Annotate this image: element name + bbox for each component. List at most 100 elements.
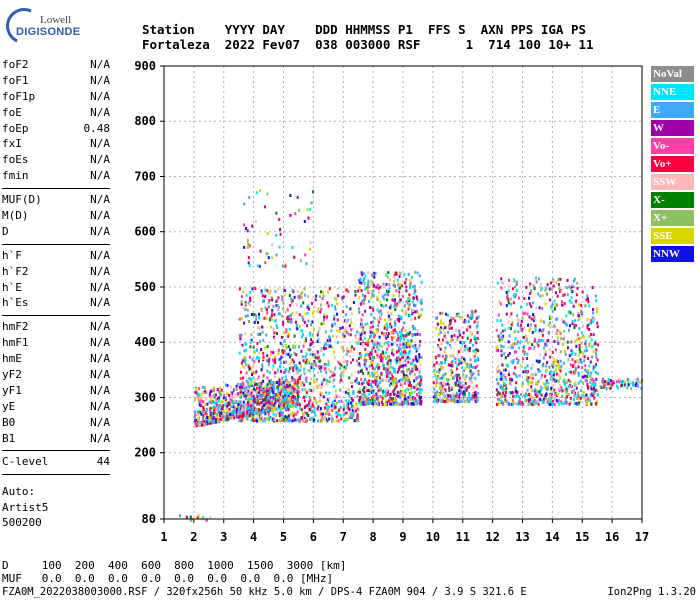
echo-point: [296, 397, 299, 401]
echo-point: [385, 388, 388, 392]
echo-point: [361, 293, 364, 297]
echo-point: [266, 387, 269, 391]
echo-point: [293, 255, 296, 259]
echo-point: [389, 322, 392, 326]
param-label: h`F: [2, 248, 22, 262]
param-label: C-level: [2, 455, 49, 469]
echo-point: [401, 353, 404, 357]
echo-point: [231, 396, 234, 400]
echo-point: [291, 390, 294, 394]
param-label: fmin: [2, 169, 29, 183]
echo-point: [343, 405, 346, 409]
x-tick-label: 7: [340, 530, 347, 544]
echo-point: [272, 396, 275, 400]
echo-point: [267, 256, 270, 260]
echo-point: [350, 397, 353, 400]
echo-point: [475, 324, 478, 328]
echo-point: [359, 403, 362, 406]
echo-point: [219, 414, 222, 418]
echo-point: [248, 377, 251, 380]
echo-point: [322, 353, 325, 357]
echo-point: [553, 378, 556, 382]
legend-item: X-: [651, 192, 694, 208]
echo-point: [510, 402, 513, 406]
echo-point: [497, 334, 500, 338]
echo-point: [399, 362, 402, 366]
echo-point: [248, 397, 251, 400]
echo-point: [399, 396, 402, 400]
echo-point: [403, 394, 406, 398]
param-row: foF1p N/A: [2, 90, 110, 106]
echo-point: [411, 308, 413, 312]
echo-point: [560, 337, 563, 340]
echo-point: [313, 396, 316, 400]
echo-point: [212, 412, 215, 415]
echo-point: [306, 311, 309, 315]
echo-point: [333, 373, 336, 377]
echo-point: [242, 383, 245, 387]
echo-point: [412, 396, 415, 400]
echo-point: [218, 406, 221, 410]
echo-point: [450, 373, 453, 377]
echo-point: [374, 271, 377, 275]
echo-point: [390, 306, 393, 310]
echo-point: [264, 346, 267, 350]
echo-point: [417, 391, 420, 395]
echo-point: [594, 294, 597, 298]
echo-point: [579, 360, 582, 364]
echo-point: [225, 414, 228, 418]
echo-point: [273, 350, 276, 354]
echo-point: [233, 416, 236, 420]
echo-point: [280, 389, 283, 393]
echo-point: [280, 369, 283, 373]
echo-point: [285, 368, 288, 372]
echo-point: [516, 402, 519, 406]
echo-point: [441, 400, 443, 404]
echo-point: [284, 400, 287, 404]
polarization-legend: NoVal NNE E W Vo- Vo+ SSW X- X+ SSE NNW: [651, 66, 694, 264]
echo-point: [285, 328, 288, 332]
echo-point: [353, 347, 356, 351]
echo-point: [215, 407, 218, 411]
echo-point: [307, 347, 310, 351]
echo-point: [283, 293, 286, 297]
echo-point: [552, 284, 555, 288]
echo-point: [366, 382, 369, 386]
echo-point: [463, 369, 466, 372]
echo-point: [344, 313, 347, 317]
echo-point: [295, 418, 298, 422]
echo-point: [587, 386, 590, 390]
echo-point: [245, 348, 248, 352]
echo-point: [558, 383, 561, 387]
echo-point: [520, 319, 523, 323]
echo-point: [293, 395, 296, 399]
echo-point: [595, 352, 598, 356]
echo-point: [557, 360, 559, 364]
echo-point: [586, 294, 589, 298]
echo-point: [604, 384, 607, 388]
echo-point: [261, 309, 263, 312]
echo-point: [389, 402, 392, 406]
echo-point: [312, 328, 315, 331]
echo-point: [548, 348, 551, 351]
echo-point: [513, 279, 516, 283]
echo-point: [206, 402, 209, 406]
echo-point: [250, 414, 253, 418]
param-row: foE N/A: [2, 106, 110, 122]
x-tick-label: 5: [280, 530, 287, 544]
echo-point: [519, 326, 522, 329]
echo-point: [246, 391, 248, 395]
echo-point: [399, 298, 402, 302]
param-value: N/A: [90, 336, 110, 350]
echo-point: [346, 347, 349, 350]
echo-point: [248, 319, 251, 323]
echo-point: [295, 353, 298, 357]
echo-point: [370, 360, 372, 364]
echo-point: [264, 392, 267, 396]
echo-point: [256, 386, 259, 390]
echo-point: [471, 376, 474, 379]
echo-point: [595, 400, 598, 404]
echo-point: [438, 363, 441, 367]
echo-point: [561, 300, 563, 304]
echo-point: [496, 345, 498, 349]
